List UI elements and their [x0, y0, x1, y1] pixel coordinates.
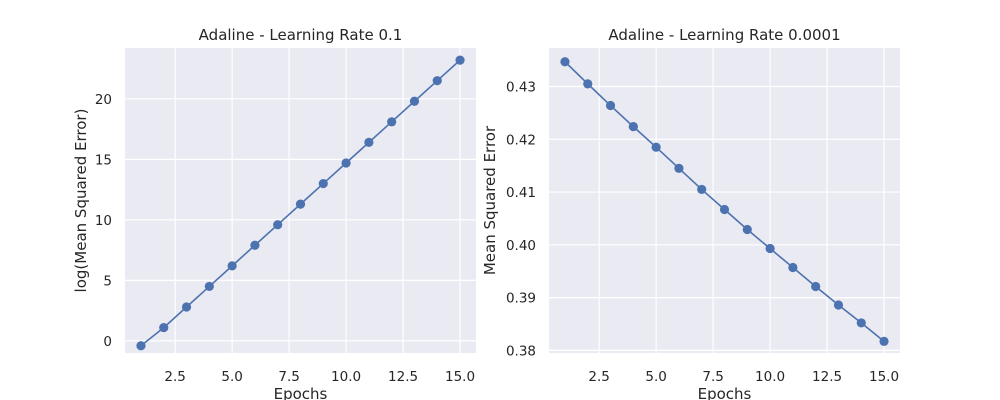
data-point — [318, 178, 328, 189]
data-point — [432, 76, 442, 86]
y-tick-label: 10 — [95, 213, 112, 229]
y-tick-label: 0.38 — [506, 343, 536, 359]
y-tick-label: 20 — [95, 92, 112, 108]
chart-learning-rate-0-0001: 2.5 5.0 7.5 10.0 12.5 15.0 0.380.390.400.410.… — [481, 26, 900, 400]
data-point — [583, 79, 593, 89]
y-tick-labels: 0 5 10 15 20 — [95, 92, 112, 350]
plot-area — [549, 48, 900, 353]
data-point — [833, 300, 844, 310]
data-point — [811, 281, 821, 292]
x-tick-label: 12.5 — [388, 369, 418, 385]
data-point — [879, 336, 889, 346]
y-tick-label: 0 — [103, 334, 112, 350]
data-point — [181, 302, 192, 312]
y-tick-label: 0.43 — [506, 80, 536, 96]
data-point — [742, 224, 752, 235]
x-tick-label: 10.0 — [331, 369, 361, 385]
y-axis-label: Mean Squared Error — [481, 125, 499, 275]
data-point — [674, 163, 684, 173]
chart-title: Adaline - Learning Rate 0.0001 — [608, 26, 840, 44]
data-point — [409, 96, 420, 106]
x-tick-labels: 2.5 5.0 7.5 10.0 12.5 15.0 — [588, 369, 899, 385]
data-point — [719, 204, 730, 215]
data-point — [136, 341, 146, 351]
data-point — [295, 199, 306, 209]
chart-title: Adaline - Learning Rate 0.1 — [199, 26, 403, 44]
x-tick-label: 15.0 — [445, 369, 475, 385]
x-tick-label: 2.5 — [164, 369, 185, 385]
x-tick-labels: 2.5 5.0 7.5 10.0 12.5 15.0 — [164, 369, 475, 385]
data-point — [227, 261, 237, 271]
y-axis-label: log(Mean Squared Error) — [72, 109, 90, 293]
chart-learning-rate-0-1: 2.5 5.0 7.5 10.0 12.5 15.0 0 5 10 15 20 Adaline -… — [72, 26, 476, 400]
data-point — [250, 240, 260, 250]
x-axis-label: Epochs — [698, 385, 752, 400]
x-tick-label: 10.0 — [755, 369, 785, 385]
data-points — [560, 57, 889, 346]
y-tick-label: 0.40 — [506, 238, 536, 254]
x-tick-label: 5.0 — [645, 369, 666, 385]
y-tick-label: 15 — [95, 152, 112, 168]
data-point — [765, 243, 775, 254]
x-tick-label: 5.0 — [221, 369, 242, 385]
data-point — [364, 137, 374, 148]
data-point — [387, 117, 397, 127]
data-point — [560, 57, 570, 67]
x-tick-label: 7.5 — [278, 369, 299, 385]
data-point — [628, 122, 638, 132]
data-points — [136, 55, 465, 351]
data-point — [159, 322, 169, 333]
data-point — [788, 262, 798, 273]
data-point — [455, 55, 465, 65]
data-point — [697, 184, 707, 195]
y-tick-label: 5 — [103, 273, 112, 289]
data-point — [856, 318, 866, 328]
data-point — [605, 100, 616, 111]
y-tick-label: 0.39 — [506, 291, 536, 307]
data-point — [341, 158, 351, 168]
x-tick-label: 12.5 — [812, 369, 842, 385]
x-tick-label: 15.0 — [869, 369, 899, 385]
data-point — [651, 142, 661, 152]
x-tick-label: 2.5 — [588, 369, 609, 385]
y-tick-label: 0.42 — [506, 132, 536, 148]
grid — [549, 48, 900, 353]
y-tick-label: 0.41 — [506, 185, 536, 201]
data-point — [273, 220, 283, 230]
data-point — [204, 281, 214, 292]
x-tick-label: 7.5 — [702, 369, 723, 385]
y-tick-labels: 0.38 0.39 0.40 0.41 0.42 0.43 — [506, 80, 536, 360]
x-axis-label: Epochs — [274, 385, 328, 400]
